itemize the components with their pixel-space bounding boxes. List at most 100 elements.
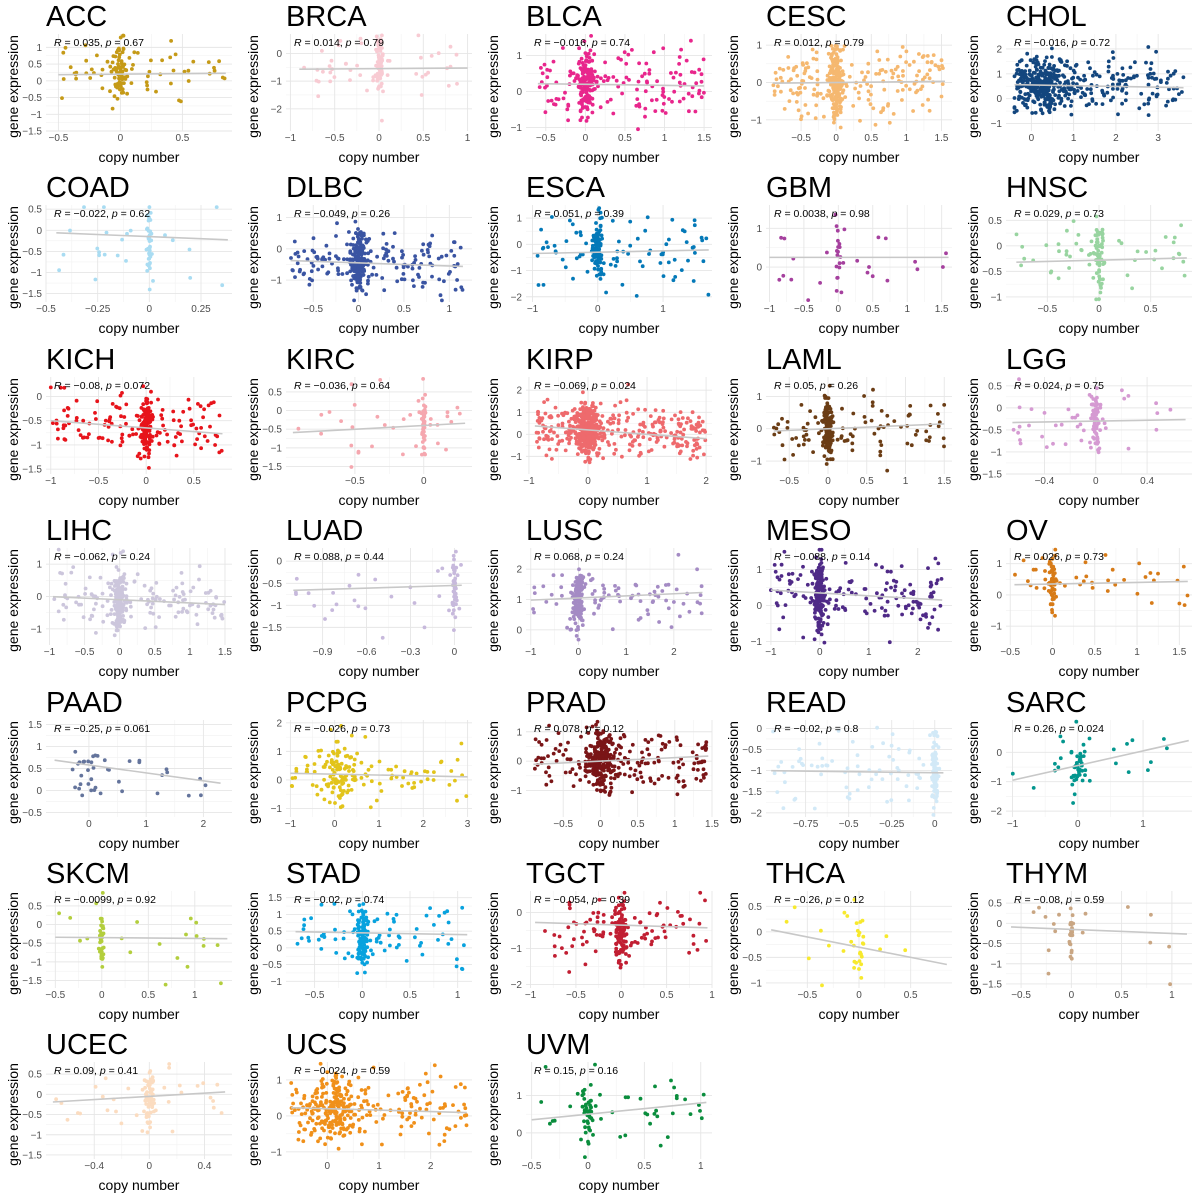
data-point <box>314 78 319 83</box>
x-tick-label: 0.5 <box>187 476 201 487</box>
data-point <box>602 587 607 591</box>
data-point <box>165 432 170 437</box>
data-point <box>1066 85 1070 90</box>
data-point <box>592 445 596 450</box>
data-point <box>297 269 302 274</box>
data-point <box>837 261 842 266</box>
data-point <box>131 432 135 437</box>
data-point <box>842 438 847 443</box>
correlation-label: R = −0.08, p = 0.072 <box>54 380 150 392</box>
data-point <box>818 617 823 622</box>
data-point <box>551 59 556 64</box>
data-point <box>449 249 454 254</box>
data-point <box>620 91 624 96</box>
data-point <box>561 96 566 101</box>
data-point <box>644 61 649 66</box>
y-axis-label: gene expression <box>245 378 261 481</box>
data-point <box>1088 87 1093 92</box>
data-point <box>940 82 945 86</box>
data-point <box>652 589 657 594</box>
data-point <box>1050 597 1055 602</box>
y-axis-label: gene expression <box>725 378 741 481</box>
data-point <box>1071 68 1076 73</box>
x-tick-label: 0 <box>825 476 831 487</box>
data-point <box>1097 270 1101 274</box>
data-point <box>437 594 442 599</box>
data-point <box>1182 274 1187 278</box>
data-point <box>1066 407 1071 412</box>
data-point <box>862 414 867 419</box>
data-point <box>306 591 311 596</box>
data-point <box>563 265 568 270</box>
data-point <box>1050 594 1055 599</box>
data-point <box>816 420 820 425</box>
data-point <box>150 601 155 606</box>
data-point <box>351 243 356 248</box>
data-point <box>180 610 185 614</box>
data-point <box>1146 113 1151 117</box>
data-point <box>358 285 363 290</box>
data-point <box>560 594 564 598</box>
data-point <box>1034 54 1039 59</box>
data-point <box>81 759 86 764</box>
data-point <box>94 601 98 606</box>
data-point <box>1094 214 1099 219</box>
data-point <box>354 243 358 248</box>
data-point <box>915 267 920 272</box>
data-point <box>1015 86 1019 91</box>
data-point <box>780 416 784 421</box>
data-point <box>601 456 605 460</box>
data-point <box>611 257 616 262</box>
data-point <box>82 435 87 440</box>
data-point <box>598 211 603 215</box>
data-point <box>840 97 845 102</box>
data-point <box>1012 74 1017 79</box>
data-point <box>596 243 600 248</box>
data-point <box>640 74 644 79</box>
data-point <box>631 411 635 416</box>
data-point <box>877 58 882 62</box>
correlation-label: R = −0.022, p = 0.62 <box>54 208 150 220</box>
data-point <box>148 211 153 216</box>
x-tick-label: 1 <box>904 133 910 144</box>
data-point <box>1058 59 1063 63</box>
data-point <box>1079 86 1083 90</box>
data-point <box>406 265 410 269</box>
data-point <box>684 240 689 245</box>
data-point <box>835 253 840 258</box>
data-point <box>111 54 116 58</box>
data-point <box>681 602 686 606</box>
data-point <box>212 68 217 73</box>
data-point <box>805 61 809 66</box>
data-point <box>578 573 583 578</box>
data-point <box>361 264 366 269</box>
x-tick-label: 2 <box>1113 133 1119 144</box>
data-point <box>132 50 137 55</box>
data-point <box>593 248 598 252</box>
data-point <box>446 83 451 88</box>
data-point <box>294 577 299 581</box>
data-point <box>135 572 140 577</box>
data-point <box>377 84 382 89</box>
data-point <box>690 410 695 414</box>
data-point <box>131 63 135 67</box>
data-point <box>907 63 912 67</box>
x-tick-label: −0.5 <box>345 476 365 487</box>
data-point <box>1146 73 1150 78</box>
data-point <box>939 58 944 63</box>
data-point <box>942 402 947 407</box>
y-axis-label: gene expression <box>485 35 501 138</box>
data-point <box>806 111 810 116</box>
data-point <box>550 456 554 461</box>
panel-title: GBM <box>766 172 833 205</box>
data-point <box>119 91 124 95</box>
data-point <box>678 430 683 435</box>
data-point <box>1063 63 1067 68</box>
data-point <box>392 231 397 236</box>
data-point <box>1040 111 1045 116</box>
data-point <box>1028 73 1033 77</box>
data-point <box>592 235 596 240</box>
data-point <box>790 572 795 576</box>
panel-title: HNSC <box>1006 172 1089 205</box>
data-point <box>568 423 572 428</box>
